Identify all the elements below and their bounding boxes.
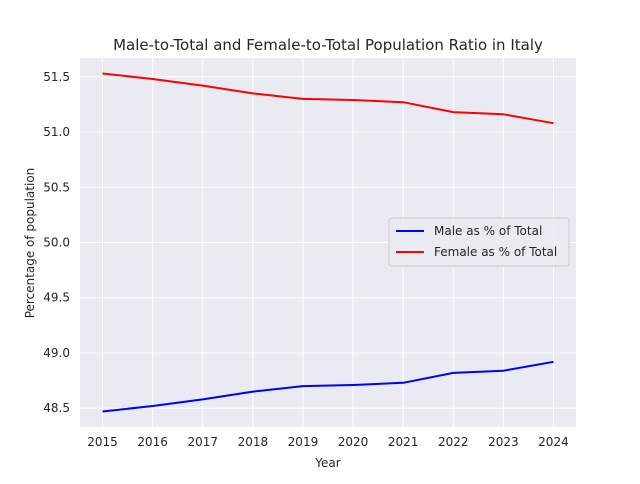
legend-label-male: Male as % of Total: [434, 224, 542, 238]
x-tick-label: 2020: [338, 435, 369, 449]
series-lines: [102, 72, 554, 413]
legend: Male as % of Total Female as % of Total: [388, 217, 570, 267]
x-tick-label: 2021: [388, 435, 419, 449]
y-tick-label: 51.0: [43, 125, 70, 139]
series-line-1: [102, 72, 554, 125]
x-tick-labels: 2015 2016 2017 2018 2019 2020 2021 2022 2023 2024: [87, 435, 568, 449]
x-tick-label: 2015: [87, 435, 118, 449]
x-tick-label: 2019: [288, 435, 319, 449]
legend-label-female: Female as % of Total: [434, 245, 557, 259]
x-axis-label: Year: [314, 456, 340, 470]
y-tick-label: 49.0: [43, 346, 70, 360]
y-tick-label: 48.5: [43, 401, 70, 415]
x-tick-label: 2023: [488, 435, 519, 449]
y-tick-label: 50.0: [43, 236, 70, 250]
x-tick-label: 2018: [238, 435, 269, 449]
x-tick-label: 2022: [438, 435, 469, 449]
y-tick-labels: 48.5 49.0 49.5 50.0 50.5 51.0 51.5: [43, 70, 70, 415]
series-line-0: [102, 360, 554, 413]
y-axis-label: Percentage of population: [23, 168, 37, 319]
chart-title: Male-to-Total and Female-to-Total Popula…: [113, 36, 543, 54]
x-tick-label: 2016: [137, 435, 168, 449]
x-tick-label: 2017: [187, 435, 218, 449]
y-tick-label: 51.5: [43, 70, 70, 84]
y-tick-label: 50.5: [43, 180, 70, 194]
x-tick-label: 2024: [538, 435, 569, 449]
legend-box: [388, 217, 570, 267]
y-tick-label: 49.5: [43, 291, 70, 305]
